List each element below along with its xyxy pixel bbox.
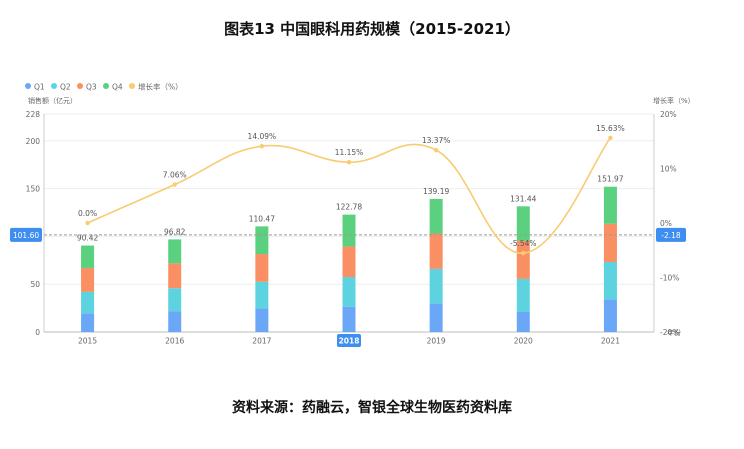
bar-2018-Q2 [342,277,356,307]
bar-2015-Q3 [81,267,95,292]
bar-2017-Q4 [255,226,269,255]
bar-2017-Q1 [255,308,269,332]
y-tick-left-3: 150 [26,185,41,194]
x-tick-2020: 2020 [514,337,533,346]
bar-2020-Q3 [516,240,530,279]
x-tick-highlight-2018 [337,334,361,347]
x-tick-2021: 2021 [601,337,620,346]
y-axis-title-left: 销售额（亿元） [28,96,77,105]
bar-total-label-2016: 96.82 [164,227,186,236]
x-tick-2016: 2016 [165,337,184,346]
bar-2019-Q1 [429,303,443,332]
bar-total-label-2019: 139.19 [423,187,449,196]
bar-2021-Q4 [603,186,617,224]
growth-label-2020: -5.54% [510,239,537,248]
y-tick-left-0: 0 [35,328,40,337]
y-tick-right-3: 10% [660,165,677,174]
bar-total-label-2015: 90.42 [77,234,99,243]
bar-2018-Q4 [342,214,356,247]
bar-total-label-2017: 110.47 [249,214,275,223]
growth-point-2016 [172,182,177,187]
growth-point-2018 [346,160,352,165]
bar-2015-Q4 [81,245,95,268]
y-tick-left-4: 200 [26,137,41,146]
bar-2016-Q1 [168,311,182,332]
bar-2021-Q3 [603,223,617,263]
y-tick-right-1: -10% [660,274,679,283]
legend-marker-1 [51,83,57,89]
y-tick-right-4: 20% [660,110,677,119]
y-tick-right-2: 0% [660,219,672,228]
bar-2019-Q2 [429,268,443,304]
growth-point-2021 [608,135,613,141]
crosshair-right-badge [656,227,686,242]
bar-2020-Q1 [516,312,530,332]
x-tick-2019: 2019 [427,337,446,346]
y-tick-right-0: -20% [660,328,679,337]
bar-2019-Q4 [429,198,443,234]
bar-2015-Q1 [81,313,95,332]
bar-2021-Q1 [603,299,617,332]
legend-marker-3 [103,83,109,89]
legend-label-2: Q3 [86,83,97,92]
legend-label-0: Q1 [34,83,45,92]
growth-label-2016: 7.06% [163,171,187,180]
bar-2019-Q3 [429,233,443,269]
growth-label-2018: 11.15% [335,148,364,157]
bar-2021-Q2 [603,262,617,300]
bar-2018-Q3 [342,246,356,278]
source-note: 资料来源：药融云，智银全球生物医药资料库 [232,400,512,416]
y-tick-left-5: 228 [26,110,41,119]
growth-point-2019 [433,147,439,153]
bar-total-label-2021: 151.97 [597,175,623,184]
growth-point-2015 [85,220,90,226]
bar-2018-Q1 [342,306,356,332]
crosshair-right-label: -2.18 [661,231,681,240]
growth-point-2020 [521,250,526,256]
growth-point-2017 [259,144,265,149]
growth-label-2019: 13.37% [422,136,451,145]
x-axis-title: 年份 [667,328,681,337]
growth-label-2017: 14.09% [248,132,277,141]
growth-label-2021: 15.63% [596,124,625,133]
bar-total-label-2020: 131.44 [510,194,536,203]
chart-title: 图表13 中国眼科用药规模（2015-2021） [224,20,520,38]
x-tick-2015: 2015 [78,337,97,346]
x-tick-2017: 2017 [252,337,271,346]
bar-2016-Q4 [168,239,182,264]
bar-2016-Q3 [168,263,182,289]
legend-marker-2 [77,83,83,89]
bar-2017-Q3 [255,254,269,282]
x-tick-2018: 2018 [339,337,360,346]
legend-label-4: 增长率（%） [138,82,183,92]
crosshair-left-badge [10,227,42,242]
legend-marker-0 [25,83,31,89]
bar-2020-Q4 [516,206,530,241]
bar-2020-Q2 [516,278,530,313]
y-axis-title-right: 增长率（%） [653,96,695,105]
bar-2016-Q2 [168,288,182,312]
bar-2015-Q2 [81,291,95,314]
legend-marker-4 [129,83,135,89]
bar-total-label-2018: 122.78 [336,203,362,212]
bar-2017-Q2 [255,281,269,309]
crosshair-left-label: 101.60 [13,231,39,240]
y-tick-left-1: 50 [30,280,40,289]
growth-label-2015: 0.0% [78,209,97,218]
legend-label-1: Q2 [60,83,71,92]
legend-label-3: Q4 [112,83,123,92]
